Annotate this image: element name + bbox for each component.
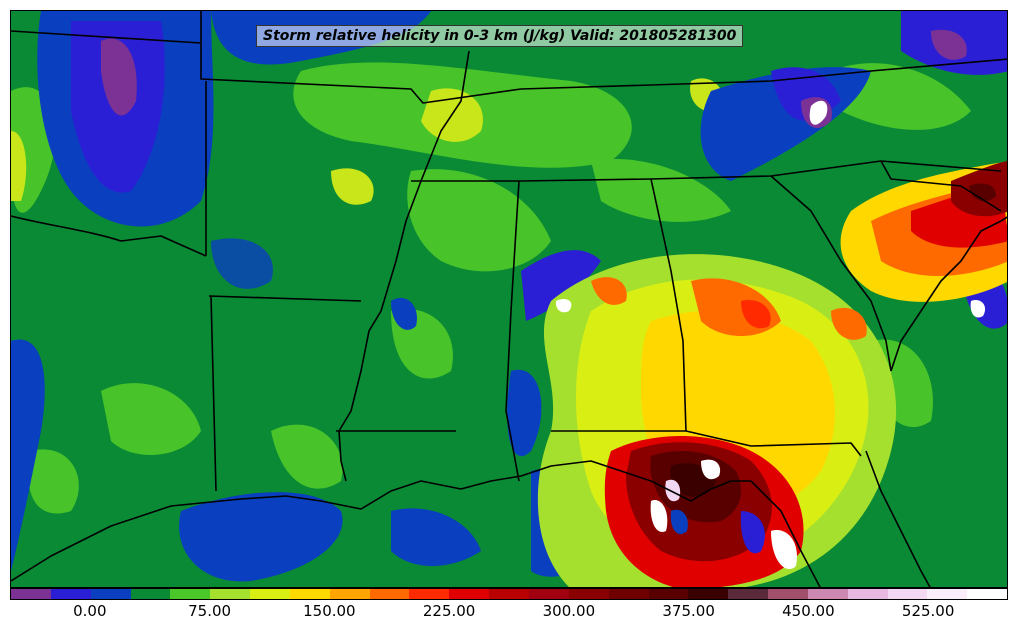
colorbar-segment [688, 589, 729, 599]
colorbar-segment [329, 589, 370, 599]
map-title: Storm relative helicity in 0-3 km (J/kg)… [256, 25, 744, 47]
map-canvas [11, 11, 1007, 587]
colorbar-segment [250, 589, 290, 599]
colorbar-tick-label: 225.00 [422, 602, 476, 620]
colorbar-segment [90, 589, 131, 599]
colorbar-tick-label: 525.00 [901, 602, 955, 620]
colorbar-segment [289, 589, 330, 599]
colorbar-segment [489, 589, 529, 599]
colorbar-segment [130, 589, 171, 599]
colorbar-segment [170, 589, 211, 599]
colorbar-segment [768, 589, 808, 599]
colorbar-segment [528, 589, 569, 599]
colorbar [10, 588, 1008, 600]
colorbar-segment [210, 589, 251, 599]
colorbar-segment [568, 589, 609, 599]
colorbar-segment [807, 589, 848, 599]
colorbar-tick-label: 150.00 [303, 602, 356, 620]
helicity-map: Storm relative helicity in 0-3 km (J/kg)… [10, 10, 1008, 588]
colorbar-segment [728, 589, 769, 599]
colorbar-tick-label: 300.00 [542, 602, 596, 620]
colorbar-tick-label: 450.00 [782, 602, 835, 620]
colorbar-segment [449, 589, 490, 599]
high-helicity-regions [537, 100, 1007, 587]
colorbar-ticks: 0.00 75.00 150.00 225.00 300.00 375.00 450.00 5… [10, 602, 1008, 626]
colorbar-segment [887, 589, 928, 599]
colorbar-segment [11, 589, 51, 599]
colorbar-tick-label: 0.00 [73, 602, 107, 620]
political-borders [11, 11, 1007, 587]
colorbar-segment [50, 589, 91, 599]
colorbar-segment [648, 589, 689, 599]
colorbar-segment [927, 589, 968, 599]
colorbar-segment [369, 589, 410, 599]
colorbar-tick-label: 375.00 [662, 602, 715, 620]
colorbar-segment [847, 589, 888, 599]
colorbar-segment [608, 589, 649, 599]
colorbar-segment [409, 589, 450, 599]
colorbar-tick-label: 75.00 [188, 602, 232, 620]
colorbar-segment [967, 589, 1008, 599]
